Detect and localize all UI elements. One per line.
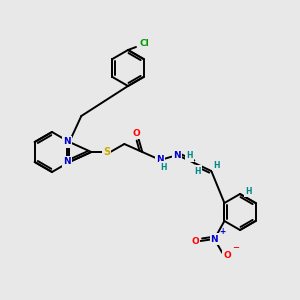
Text: O: O	[132, 128, 140, 137]
Text: O: O	[224, 250, 231, 260]
Text: N: N	[64, 158, 71, 166]
Text: H: H	[245, 187, 251, 196]
Text: Cl: Cl	[139, 40, 149, 49]
Text: O: O	[191, 236, 199, 245]
Text: −: −	[232, 243, 239, 252]
Text: N: N	[64, 137, 71, 146]
Text: N: N	[173, 151, 181, 160]
Text: H: H	[194, 167, 201, 176]
Text: N: N	[211, 235, 218, 244]
Text: H: H	[160, 163, 167, 172]
Text: N: N	[157, 155, 164, 164]
Text: +: +	[219, 227, 226, 236]
Text: S: S	[103, 147, 110, 157]
Text: H: H	[213, 160, 220, 169]
Text: H: H	[186, 152, 193, 160]
